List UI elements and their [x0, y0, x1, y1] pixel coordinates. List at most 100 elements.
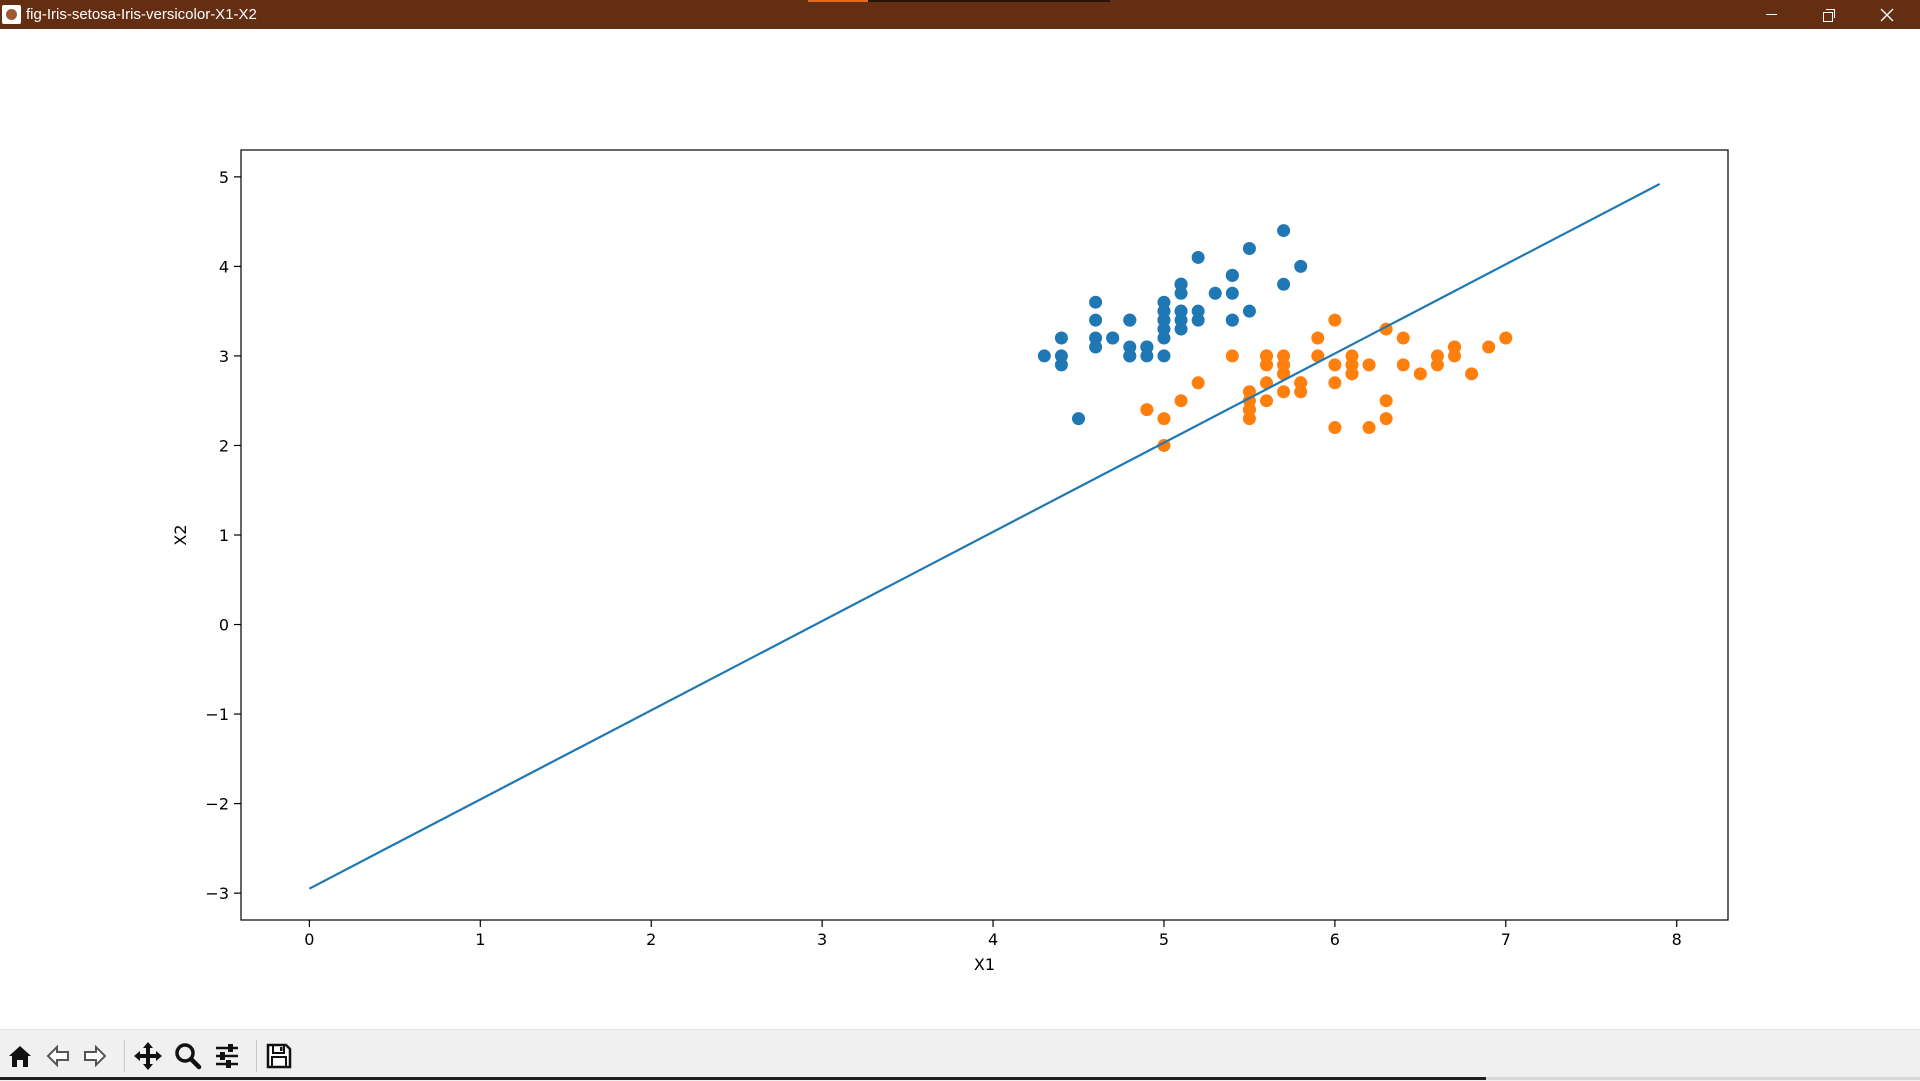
- x-axis-label: X1: [974, 955, 995, 974]
- versicolor-data-point: [1362, 358, 1376, 372]
- save-floppy-icon: [266, 1043, 292, 1069]
- forward-arrow-icon: [84, 1044, 107, 1068]
- versicolor-data-point: [1311, 331, 1325, 345]
- setosa-data-point: [1174, 322, 1188, 336]
- versicolor-data-point: [1260, 349, 1274, 363]
- scatter-plot[interactable]: 0 1 2 3 4 5 6 7 8 −3 −2 −1 0 1 2 3 4 5 X1 X2: [1, 29, 1919, 1029]
- versicolor-data-point: [1396, 331, 1410, 345]
- setosa-data-point: [1089, 340, 1103, 354]
- versicolor-data-point: [1379, 394, 1393, 408]
- x-tick-label: 8: [1672, 930, 1682, 949]
- setosa-data-point: [1174, 277, 1188, 291]
- axes-frame: [240, 149, 1729, 921]
- y-tick-label: 0: [219, 616, 229, 635]
- close-button[interactable]: [1858, 0, 1916, 29]
- home-button[interactable]: [3, 1038, 37, 1074]
- setosa-data-point: [1157, 349, 1171, 363]
- navigation-toolbar: [0, 1029, 1920, 1081]
- x-tick-label: 0: [304, 930, 314, 949]
- setosa-data-point: [1225, 313, 1239, 327]
- y-tick-label: 1: [219, 526, 229, 545]
- versicolor-data-point: [1157, 412, 1171, 426]
- versicolor-data-point: [1430, 349, 1444, 363]
- versicolor-data-point: [1277, 367, 1291, 381]
- setosa-data-point: [1242, 241, 1256, 255]
- versicolor-data-point: [1345, 349, 1359, 363]
- save-button[interactable]: [262, 1038, 296, 1074]
- window-title-bar[interactable]: fig-Iris-setosa-Iris-versicolor-X1-X2: [0, 0, 1920, 29]
- x-tick-label: 4: [988, 930, 998, 949]
- versicolor-data-point: [1413, 367, 1427, 381]
- zoom-magnifier-icon: [175, 1043, 202, 1070]
- setosa-data-point: [1106, 331, 1120, 345]
- y-tick-label: 4: [219, 257, 229, 276]
- setosa-data-point: [1123, 313, 1137, 327]
- setosa-data-point: [1123, 349, 1137, 363]
- setosa-data-point: [1294, 259, 1308, 273]
- setosa-data-point: [1277, 224, 1291, 238]
- figure-canvas[interactable]: 0 1 2 3 4 5 6 7 8 −3 −2 −1 0 1 2 3 4 5 X1 X2: [1, 29, 1919, 1029]
- configure-subplots-button[interactable]: [210, 1038, 244, 1074]
- versicolor-data-point: [1294, 385, 1308, 399]
- versicolor-data-point: [1191, 376, 1205, 390]
- home-icon: [9, 1046, 31, 1067]
- y-tick-label: 5: [219, 168, 229, 187]
- back-arrow-icon: [46, 1044, 69, 1068]
- versicolor-data-point: [1328, 358, 1342, 372]
- setosa-data-point: [1174, 304, 1188, 318]
- versicolor-data-point: [1277, 349, 1291, 363]
- y-tick-label: 2: [219, 436, 229, 455]
- forward-button[interactable]: [78, 1038, 112, 1074]
- setosa-data-point: [1225, 268, 1239, 282]
- versicolor-data-point: [1328, 421, 1342, 435]
- title-accent-bar-dark: [868, 0, 1110, 2]
- y-axis-label: X2: [171, 524, 190, 545]
- x-tick-label: 3: [817, 930, 827, 949]
- versicolor-data-point: [1277, 358, 1291, 372]
- setosa-data-point: [1054, 349, 1068, 363]
- versicolor-data-point: [1242, 412, 1256, 426]
- app-icon: [2, 5, 21, 24]
- zoom-button[interactable]: [171, 1038, 205, 1074]
- y-tick-label: 3: [219, 347, 229, 366]
- versicolor-data-point: [1465, 367, 1479, 381]
- toolbar-separator: [256, 1040, 257, 1072]
- taskbar-edge: [0, 1077, 1920, 1080]
- versicolor-data-point: [1482, 340, 1496, 354]
- setosa-data-point: [1089, 295, 1103, 309]
- setosa-data-point: [1174, 286, 1188, 300]
- versicolor-data-point: [1260, 376, 1274, 390]
- setosa-data-point: [1157, 322, 1171, 336]
- versicolor-data-point: [1328, 313, 1342, 327]
- versicolor-data-point: [1260, 358, 1274, 372]
- setosa-data-point: [1089, 331, 1103, 345]
- pan-move-icon: [134, 1042, 162, 1070]
- setosa-data-point: [1191, 250, 1205, 264]
- minimize-button[interactable]: [1742, 0, 1800, 29]
- x-tick-label: 5: [1159, 930, 1169, 949]
- versicolor-data-point: [1499, 331, 1513, 345]
- restore-button[interactable]: [1800, 0, 1858, 29]
- setosa-data-point: [1072, 412, 1086, 426]
- versicolor-data-point: [1311, 349, 1325, 363]
- setosa-data-point: [1140, 349, 1154, 363]
- versicolor-data-point: [1242, 403, 1256, 417]
- versicolor-data-point: [1430, 358, 1444, 372]
- setosa-data-point: [1242, 304, 1256, 318]
- versicolor-data-point: [1345, 358, 1359, 372]
- versicolor-data-point: [1328, 376, 1342, 390]
- setosa-data-point: [1191, 313, 1205, 327]
- title-accent-bar: [808, 0, 868, 2]
- setosa-data-point: [1140, 340, 1154, 354]
- x-tick-label: 2: [646, 930, 656, 949]
- configure-subplots-icon: [216, 1044, 238, 1068]
- y-tick-label: −1: [205, 705, 229, 724]
- versicolor-data-point: [1140, 403, 1154, 417]
- setosa-data-point: [1157, 331, 1171, 345]
- back-button[interactable]: [41, 1038, 75, 1074]
- setosa-data-point: [1089, 313, 1103, 327]
- versicolor-data-point: [1396, 358, 1410, 372]
- versicolor-data-point: [1448, 349, 1462, 363]
- pan-button[interactable]: [131, 1038, 165, 1074]
- window-title: fig-Iris-setosa-Iris-versicolor-X1-X2: [26, 6, 257, 23]
